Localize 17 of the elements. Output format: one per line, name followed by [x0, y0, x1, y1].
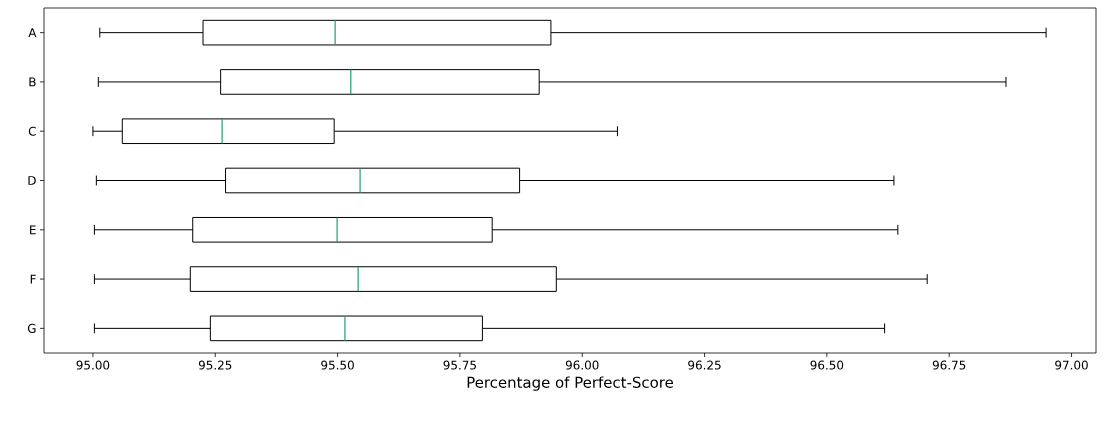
- x-tick-label: 96.25: [688, 360, 721, 370]
- x-tick-label: 97.00: [1055, 360, 1088, 370]
- x-tick-label: 95.00: [76, 360, 110, 370]
- y-tick-label: D: [28, 176, 36, 185]
- x-tick-label: 95.50: [321, 360, 354, 370]
- x-tick-label: 96.50: [810, 360, 844, 370]
- x-axis-title: Percentage of Perfect-Score: [467, 376, 673, 391]
- y-tick-label: G: [27, 323, 36, 333]
- y-tick-label: E: [30, 225, 36, 235]
- x-tick-label: 95.25: [198, 360, 232, 370]
- y-tick-label: F: [30, 274, 36, 284]
- y-tick-label: B: [29, 77, 36, 87]
- x-tick-label: 95.75: [443, 360, 476, 370]
- x-tick-label: 96.75: [932, 360, 966, 370]
- y-tick-label: A: [28, 28, 37, 37]
- y-tick-label: C: [28, 126, 36, 136]
- x-tick-label: 96.00: [565, 360, 599, 370]
